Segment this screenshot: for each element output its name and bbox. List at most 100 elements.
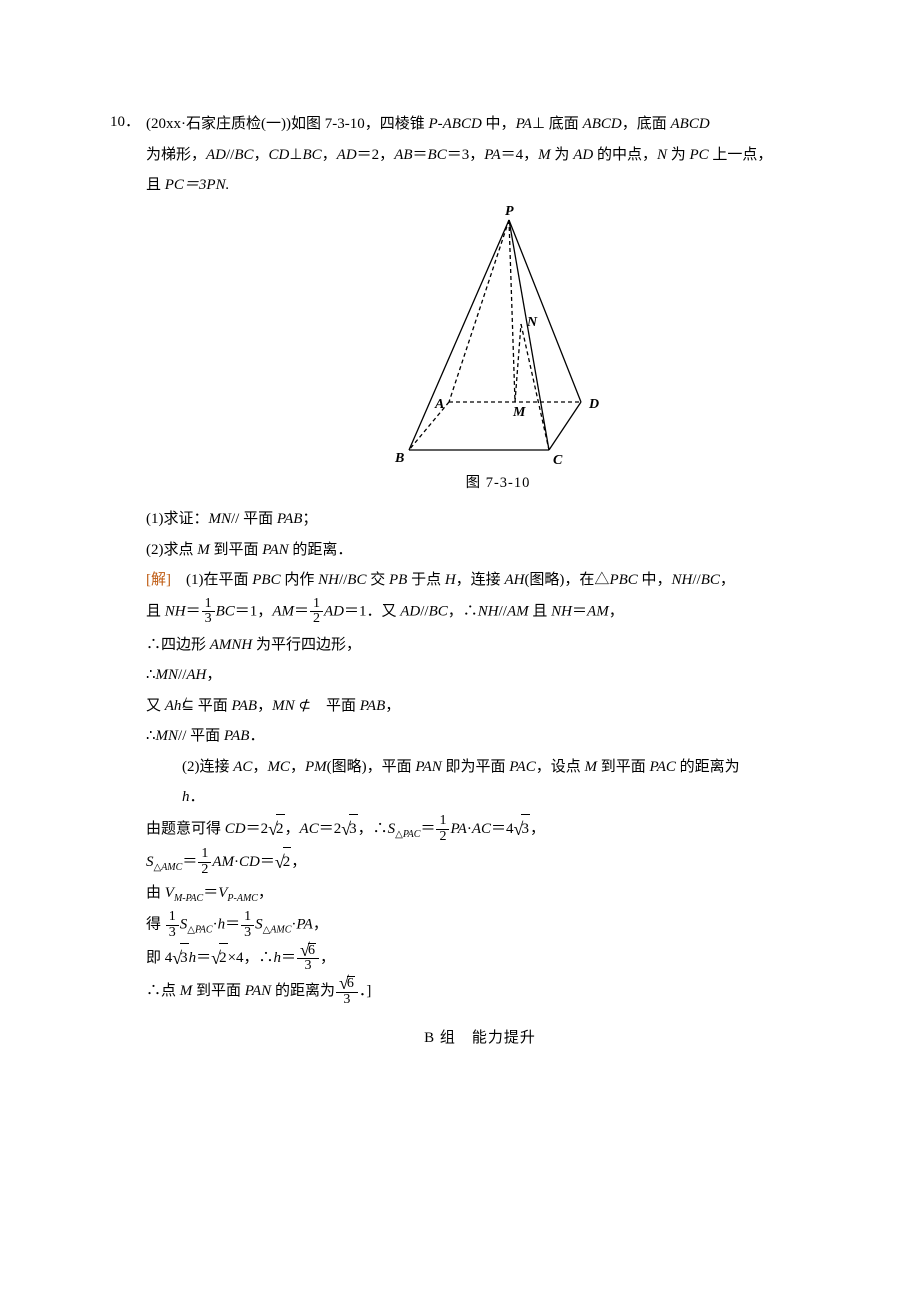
sym: PAC bbox=[649, 759, 675, 775]
sym: AMNH bbox=[210, 637, 253, 653]
stmt-line-1: (20xx·石家庄质检(一))如图 7-3-10，四棱锥 P-ABCD 中，PA… bbox=[146, 110, 850, 139]
svg-text:D: D bbox=[588, 397, 599, 412]
sym: PBC bbox=[609, 572, 637, 588]
sym-ad: AD bbox=[206, 147, 226, 163]
text: ＝1， bbox=[235, 603, 273, 619]
sym-perp: ⊥ bbox=[532, 116, 545, 132]
sym: BC bbox=[429, 603, 448, 619]
text: ， bbox=[252, 759, 267, 775]
text: (2)连接 bbox=[182, 759, 233, 775]
sym: S bbox=[146, 854, 154, 870]
sym-n: N bbox=[657, 147, 667, 163]
task-1: (1)求证：MN// 平面 PAB； bbox=[146, 505, 850, 534]
svg-text:B: B bbox=[394, 451, 404, 466]
text: ＝1．又 bbox=[344, 603, 400, 619]
text: ，连接 bbox=[456, 572, 505, 588]
svg-text:M: M bbox=[512, 405, 526, 420]
sym: NH bbox=[672, 572, 693, 588]
sym: CD bbox=[239, 854, 260, 870]
sym: H bbox=[445, 572, 456, 588]
sol-line-9: S△AMC＝12AM·CD＝√2， bbox=[146, 847, 850, 878]
sym: h bbox=[182, 789, 190, 805]
sym-par: // bbox=[420, 603, 428, 619]
text: ＝ bbox=[281, 950, 296, 966]
text: 上一点， bbox=[709, 147, 773, 163]
sym: MN bbox=[272, 698, 295, 714]
sym: AC bbox=[300, 821, 319, 837]
sym: PA bbox=[450, 821, 466, 837]
stmt-line-2: 为梯形，AD//BC，CD⊥BC，AD＝2，AB＝BC＝3，PA＝4，M 为 A… bbox=[146, 141, 850, 170]
text: ＝ bbox=[420, 821, 435, 837]
sym: BC bbox=[347, 572, 366, 588]
text: ＝ bbox=[413, 147, 428, 163]
sqrt2c-icon: √2 bbox=[211, 943, 227, 973]
sym: Ah bbox=[165, 698, 182, 714]
text: ，底面 bbox=[622, 116, 671, 132]
sym: PBC bbox=[252, 572, 280, 588]
sub: △PAC bbox=[395, 829, 420, 840]
svg-text:N: N bbox=[526, 315, 538, 330]
sym: V bbox=[218, 885, 227, 901]
sym-pab: PAB bbox=[277, 511, 303, 527]
sol-line-7: (2)连接 AC，MC，PM(图略)，平面 PAN 即为平面 PAC，设点 M … bbox=[182, 753, 850, 782]
text: ＝ bbox=[572, 603, 587, 619]
text: ， bbox=[530, 821, 545, 837]
sol-line-3: ∴四边形 AMNH 为平行四边形， bbox=[146, 631, 850, 660]
sym: PAB bbox=[232, 698, 258, 714]
sym-abcd2: ABCD bbox=[671, 116, 710, 132]
text: ，设点 bbox=[536, 759, 585, 775]
frac-1-2c: 12 bbox=[198, 847, 211, 877]
sqrt3b-icon: √3 bbox=[514, 814, 530, 844]
svg-text:A: A bbox=[434, 397, 444, 412]
text: ， bbox=[720, 572, 735, 588]
sym-pc: PC bbox=[689, 147, 708, 163]
text: 的距离为 bbox=[676, 759, 740, 775]
sym: PB bbox=[389, 572, 407, 588]
text: 交 bbox=[366, 572, 389, 588]
text: ， bbox=[285, 821, 300, 837]
figure-svg: PABCDMN bbox=[383, 206, 613, 466]
question-number: 10． bbox=[110, 108, 146, 137]
text: 为 bbox=[667, 147, 690, 163]
sub: △AMC bbox=[154, 862, 183, 873]
text: 到平面 bbox=[597, 759, 650, 775]
sym: MN bbox=[156, 728, 179, 744]
text: (图略)，在△ bbox=[524, 572, 609, 588]
text: 且 bbox=[146, 603, 165, 619]
text: (图略)，平面 bbox=[327, 759, 416, 775]
sol-part2-body: 由题意可得 CD＝2√2，AC＝2√3，∴S△PAC＝12PA·AC＝4√3， … bbox=[110, 814, 850, 1008]
sol-line-1: [解] (1)在平面 PBC 内作 NH//BC 交 PB 于点 H，连接 AH… bbox=[146, 566, 850, 595]
text: ， bbox=[322, 147, 337, 163]
sym-bc2: BC bbox=[302, 147, 321, 163]
sym: M bbox=[180, 983, 193, 999]
sym: AD bbox=[324, 603, 344, 619]
sub: P-AMC bbox=[227, 893, 258, 904]
text: ＝ bbox=[225, 917, 240, 933]
sym-pabcd: P-ABCD bbox=[428, 116, 481, 132]
sym: MC bbox=[267, 759, 290, 775]
text: 平面 bbox=[186, 728, 224, 744]
sol-line-8: 由题意可得 CD＝2√2，AC＝2√3，∴S△PAC＝12PA·AC＝4√3， bbox=[146, 814, 850, 845]
text: ，∴ bbox=[358, 821, 388, 837]
subset-icon: ⊆ bbox=[181, 692, 194, 721]
text: 平面 bbox=[239, 511, 277, 527]
text: ， bbox=[609, 603, 624, 619]
text: ，∴ bbox=[448, 603, 478, 619]
sym: NH bbox=[318, 572, 339, 588]
sym: AD bbox=[400, 603, 420, 619]
text: 由题意可得 bbox=[146, 821, 225, 837]
text: ， bbox=[206, 667, 221, 683]
sym-par: // bbox=[692, 572, 700, 588]
task-2: (2)求点 M 到平面 PAN 的距离． bbox=[146, 536, 850, 565]
text: 且 bbox=[529, 603, 552, 619]
sym: MN bbox=[156, 667, 179, 683]
text: (2)求点 bbox=[146, 542, 197, 558]
text: ＝ bbox=[182, 854, 197, 870]
text: 即 4 bbox=[146, 950, 172, 966]
sub: M-PAC bbox=[174, 893, 203, 904]
text: 的距离为 bbox=[271, 983, 335, 999]
sym: AH bbox=[186, 667, 206, 683]
sym-ad3: AD bbox=[573, 147, 593, 163]
sym: h bbox=[218, 917, 226, 933]
sym: BC bbox=[701, 572, 720, 588]
